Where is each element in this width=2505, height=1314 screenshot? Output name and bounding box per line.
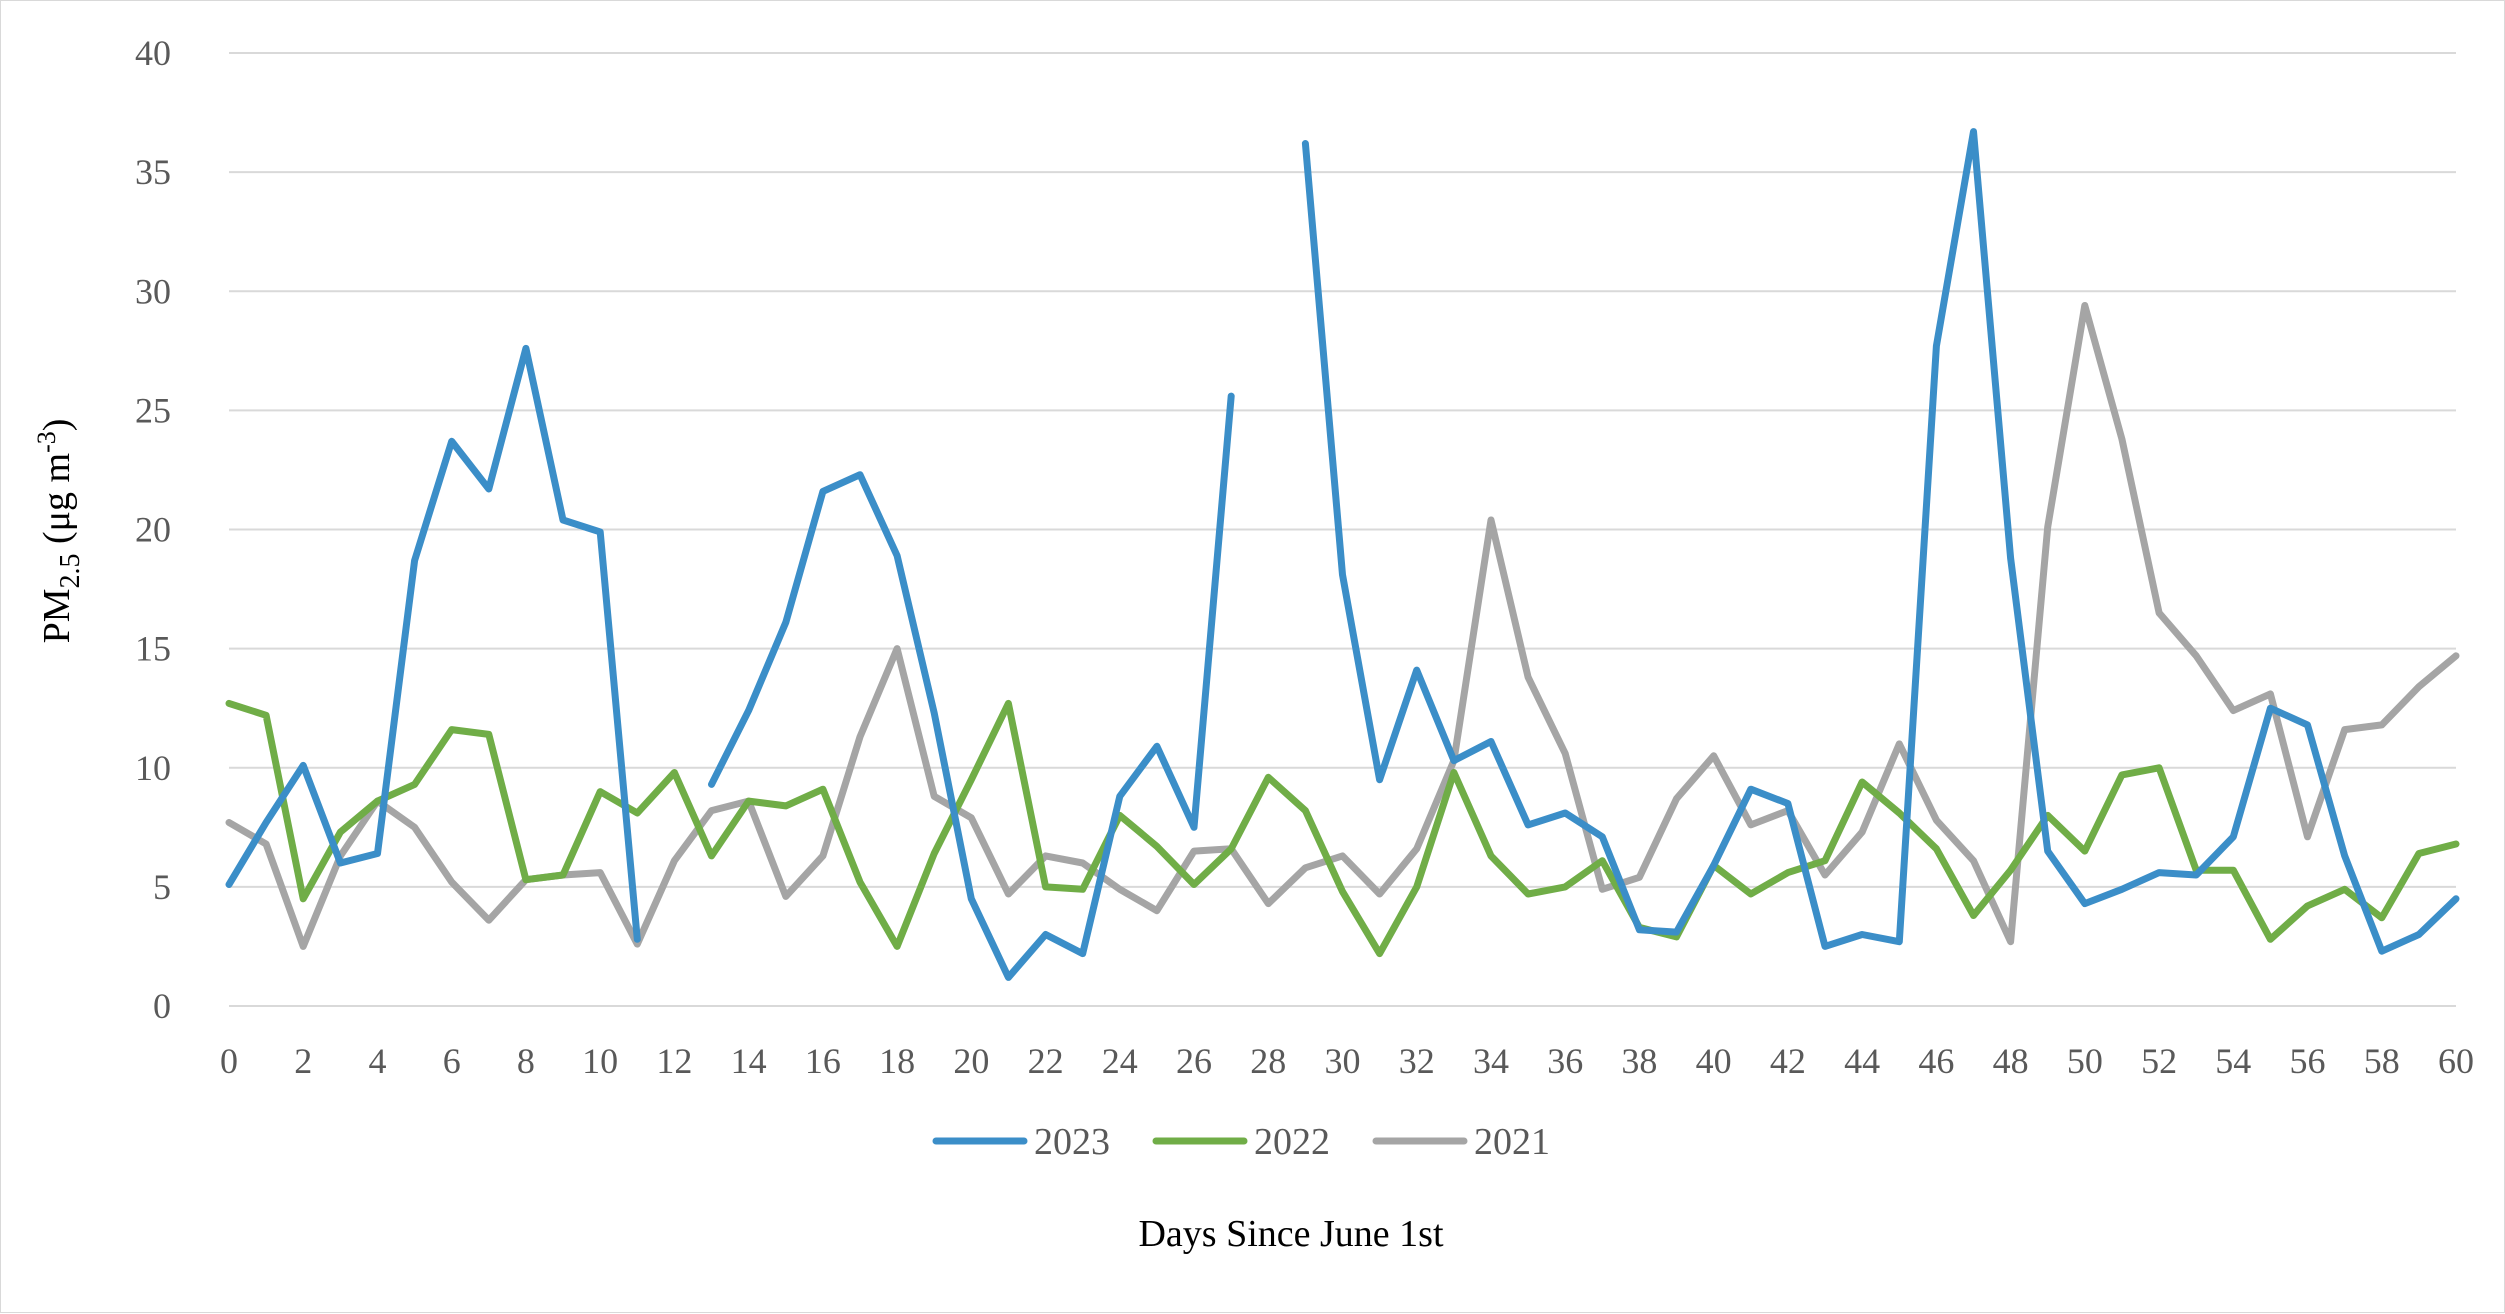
x-tick-label: 60 — [2438, 1041, 2474, 1081]
y-tick-label: 25 — [135, 390, 171, 430]
y-tick-label: 10 — [135, 748, 171, 788]
x-axis-title: Days Since June 1st — [1138, 1213, 1443, 1255]
x-tick-label: 14 — [731, 1041, 767, 1081]
x-tick-label: 34 — [1473, 1041, 1509, 1081]
legend-item-2022: 2022 — [1152, 1121, 1330, 1163]
legend: 2023 2022 2021 — [932, 1121, 1550, 1163]
gridlines — [229, 52, 2456, 1007]
series-line-2022 — [225, 699, 2460, 958]
series-line-2023 — [708, 392, 1235, 981]
x-tick-label: 18 — [879, 1041, 915, 1081]
legend-label: 2021 — [1474, 1121, 1550, 1163]
x-tick-label: 12 — [656, 1041, 692, 1081]
x-tick-label: 32 — [1399, 1041, 1435, 1081]
x-tick-label: 50 — [2067, 1041, 2103, 1081]
x-tick-label: 10 — [582, 1041, 618, 1081]
series-2021 — [225, 302, 2460, 950]
y-tick-label: 30 — [135, 271, 171, 311]
y-tick-label: 0 — [153, 986, 171, 1026]
legend-item-2021: 2021 — [1372, 1121, 1550, 1163]
series-2023 — [225, 128, 2460, 981]
x-tick-label: 26 — [1176, 1041, 1212, 1081]
x-tick-label: 36 — [1547, 1041, 1583, 1081]
series-2022 — [225, 699, 2460, 958]
y-axis-ticks: 0 5 10 15 20 25 30 35 40 — [135, 33, 171, 1026]
x-tick-label: 46 — [1918, 1041, 1954, 1081]
x-tick-label: 28 — [1250, 1041, 1286, 1081]
legend-item-2023: 2023 — [932, 1121, 1110, 1163]
x-tick-label: 4 — [368, 1041, 386, 1081]
x-tick-label: 8 — [517, 1041, 535, 1081]
x-tick-label: 24 — [1102, 1041, 1138, 1081]
x-tick-label: 20 — [953, 1041, 989, 1081]
x-tick-label: 52 — [2141, 1041, 2177, 1081]
x-tick-label: 48 — [1993, 1041, 2029, 1081]
y-tick-label: 40 — [135, 33, 171, 73]
x-tick-label: 30 — [1325, 1041, 1361, 1081]
series-lines — [225, 128, 2460, 981]
y-tick-label: 15 — [135, 629, 171, 669]
x-tick-label: 38 — [1621, 1041, 1657, 1081]
x-tick-label: 54 — [2215, 1041, 2251, 1081]
series-line-2023 — [225, 344, 641, 943]
x-tick-label: 2 — [294, 1041, 312, 1081]
legend-label: 2023 — [1034, 1121, 1110, 1163]
y-tick-label: 35 — [135, 152, 171, 192]
y-tick-label: 20 — [135, 510, 171, 550]
y-tick-label: 5 — [153, 867, 171, 907]
x-tick-label: 40 — [1696, 1041, 1732, 1081]
x-tick-label: 58 — [2364, 1041, 2400, 1081]
x-tick-label: 56 — [2290, 1041, 2326, 1081]
x-tick-label: 0 — [220, 1041, 238, 1081]
series-line-2023 — [1301, 128, 2460, 955]
y-axis-title: PM2.5 (μg m-3) — [32, 419, 86, 644]
x-axis-ticks: 0 2 4 6 8 10 12 14 16 18 20 22 24 26 28 30 32 34 36 38 40 42 4… — [220, 1041, 2474, 1081]
legend-label: 2022 — [1254, 1121, 1330, 1163]
x-tick-label: 42 — [1770, 1041, 1806, 1081]
x-tick-label: 22 — [1028, 1041, 1064, 1081]
x-tick-label: 16 — [805, 1041, 841, 1081]
x-tick-label: 6 — [443, 1041, 461, 1081]
series-line-2021 — [225, 302, 2460, 950]
x-tick-label: 44 — [1844, 1041, 1880, 1081]
